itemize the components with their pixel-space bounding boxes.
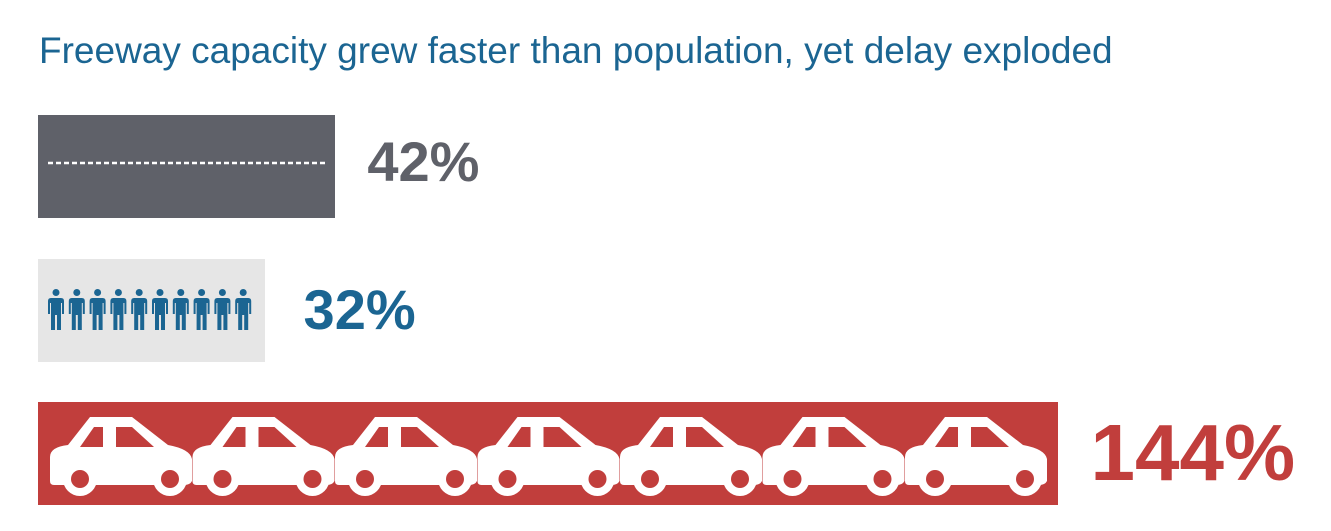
car-icon — [620, 417, 762, 496]
chart-title: Freeway capacity grew faster than popula… — [39, 30, 1113, 71]
person-icon — [172, 289, 189, 330]
bar-delay — [38, 402, 1058, 505]
person-icon — [131, 289, 148, 330]
person-icon — [48, 289, 64, 330]
data-label-delay: 144% — [1090, 408, 1296, 497]
people-icons — [48, 289, 252, 330]
bar-population — [38, 259, 265, 362]
person-icon — [235, 289, 252, 330]
car-icons — [50, 417, 1047, 496]
person-icon — [214, 289, 231, 330]
car-icon — [50, 417, 192, 496]
person-icon — [152, 289, 168, 330]
data-label-population: 32% — [303, 278, 416, 341]
person-icon — [89, 289, 106, 330]
person-icon — [68, 289, 85, 330]
car-icon — [335, 417, 477, 496]
car-icon — [762, 417, 905, 496]
car-icon — [905, 417, 1047, 496]
car-icon — [192, 417, 335, 496]
road-icon — [48, 161, 326, 165]
bar-freeway-capacity — [38, 115, 336, 218]
car-icon — [477, 417, 620, 496]
person-icon — [193, 289, 210, 330]
person-icon — [110, 289, 127, 330]
data-label-capacity: 42% — [367, 130, 480, 193]
